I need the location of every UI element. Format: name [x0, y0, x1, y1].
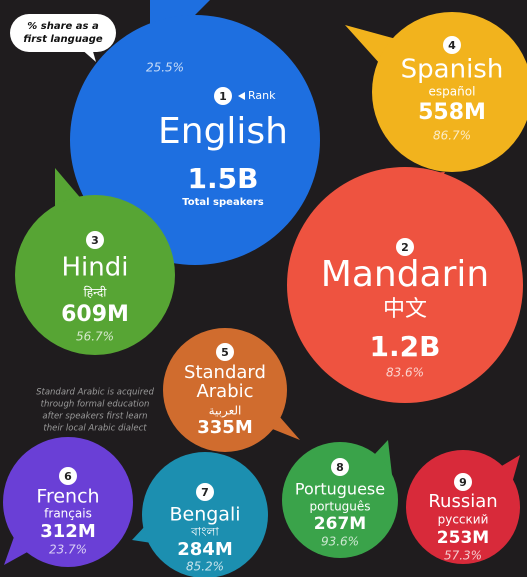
rank: 7	[201, 486, 209, 499]
language-name: Arabic	[196, 381, 253, 402]
language-name: Russian	[428, 491, 497, 512]
language-name: Portuguese	[295, 480, 385, 499]
total-speakers: 284M	[177, 539, 233, 560]
share: 86.7%	[433, 129, 471, 143]
bubble	[282, 442, 398, 558]
share: 25.5%	[146, 61, 184, 75]
total-label: Total speakers	[182, 197, 264, 208]
bubble	[372, 12, 527, 172]
language-name: Hindi	[62, 253, 129, 283]
share: 83.6%	[386, 366, 424, 380]
legend-text: first language	[23, 34, 102, 45]
language-name: Standard	[184, 362, 266, 383]
note-line: their local Arabic dialect	[43, 424, 147, 434]
native-name: العربية	[209, 404, 242, 419]
share: 85.2%	[186, 560, 224, 574]
rank: 6	[64, 470, 72, 483]
total-speakers: 253M	[437, 528, 489, 548]
note-line: after speakers first learn	[42, 412, 147, 422]
bubble	[142, 452, 268, 577]
bubble	[163, 328, 287, 452]
total-speakers: 609M	[61, 302, 129, 327]
language-name: English	[158, 111, 288, 152]
rank: 5	[221, 346, 229, 359]
note-line: through formal education	[41, 400, 150, 410]
rank-arrow	[238, 92, 245, 100]
bubble	[15, 195, 175, 355]
rank-badge	[331, 458, 349, 476]
rank-badge	[396, 238, 414, 256]
bubble	[3, 437, 133, 567]
share: 57.3%	[444, 549, 482, 563]
native-name: português	[309, 500, 370, 514]
native-name: español	[429, 85, 476, 99]
rank-badge	[196, 483, 214, 501]
bubble	[287, 167, 523, 403]
native-name: français	[44, 507, 92, 521]
bubble	[406, 450, 520, 564]
native-name: 中文	[383, 297, 427, 322]
rank-label: Rank	[248, 89, 276, 102]
total-speakers: 558M	[418, 100, 486, 125]
legend-tail	[80, 48, 96, 62]
rank-badge	[454, 473, 472, 491]
share: 56.7%	[76, 330, 114, 344]
total-speakers: 335M	[197, 417, 253, 438]
native-name: हिन्दी	[84, 286, 108, 300]
legend-text: % share as a	[27, 21, 99, 32]
total-speakers: 1.5B	[188, 162, 259, 195]
rank: 9	[459, 476, 467, 489]
rank: 2	[401, 241, 409, 254]
rank-badge	[59, 467, 77, 485]
rank: 4	[448, 39, 456, 52]
rank: 1	[219, 90, 227, 103]
native-name: বাংলা	[190, 525, 219, 539]
rank-badge	[214, 87, 232, 105]
rank-badge	[443, 36, 461, 54]
share: 93.6%	[321, 535, 359, 549]
total-speakers: 1.2B	[370, 330, 441, 363]
rank: 3	[91, 234, 99, 247]
note-line: Standard Arabic is acquired	[36, 388, 154, 398]
language-name: Spanish	[401, 55, 504, 85]
native-name: русский	[438, 513, 489, 527]
total-speakers: 267M	[314, 514, 366, 534]
rank-badge	[86, 231, 104, 249]
legend-bubble	[10, 14, 116, 52]
rank: 8	[336, 461, 344, 474]
rank-badge	[216, 343, 234, 361]
total-speakers: 312M	[40, 521, 96, 542]
language-name: Bengali	[169, 504, 240, 526]
language-name: French	[36, 486, 99, 508]
bubble	[70, 15, 320, 265]
share: 23.7%	[49, 543, 87, 557]
language-name: Mandarin	[321, 254, 489, 295]
